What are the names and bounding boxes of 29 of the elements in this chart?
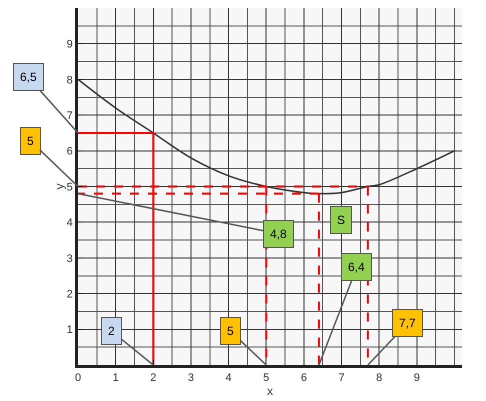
x-tick-label: 4: [226, 372, 232, 384]
annotation: 6,4: [348, 260, 366, 274]
y-tick-label: 8: [66, 74, 73, 86]
y-tick-label: 4: [66, 217, 73, 230]
annotation: 2: [108, 324, 115, 338]
x-tick-label: 0: [74, 372, 82, 384]
annotation: 6,5: [20, 70, 38, 84]
annotation: 4,8: [270, 227, 288, 241]
x-tick-label: 8: [376, 372, 382, 384]
y-tick-label: 3: [66, 252, 73, 265]
y-axis-title: y: [52, 184, 67, 190]
x-tick-label: 1: [112, 372, 119, 384]
y-tick-label: 2: [66, 288, 73, 300]
y-tick-label: 7: [66, 110, 73, 122]
x-tick-label: 2: [150, 372, 156, 384]
y-tick-label: 6: [66, 146, 73, 158]
annotation: 5: [27, 134, 34, 148]
annotation: 7,7: [399, 316, 416, 330]
annotation: 5: [227, 324, 234, 338]
x-tick-label: 9: [414, 372, 420, 384]
x-tick-label: 7: [338, 372, 345, 384]
x-axis-title: x: [267, 384, 273, 398]
annotation: S: [337, 213, 346, 227]
x-tick-label: 3: [188, 372, 194, 384]
y-tick-label: 9: [66, 38, 73, 51]
y-tick-label: 5: [66, 181, 73, 194]
y-tick-label: 1: [66, 324, 73, 336]
x-tick-label: 6: [300, 372, 307, 384]
x-tick-label: 5: [263, 372, 270, 384]
